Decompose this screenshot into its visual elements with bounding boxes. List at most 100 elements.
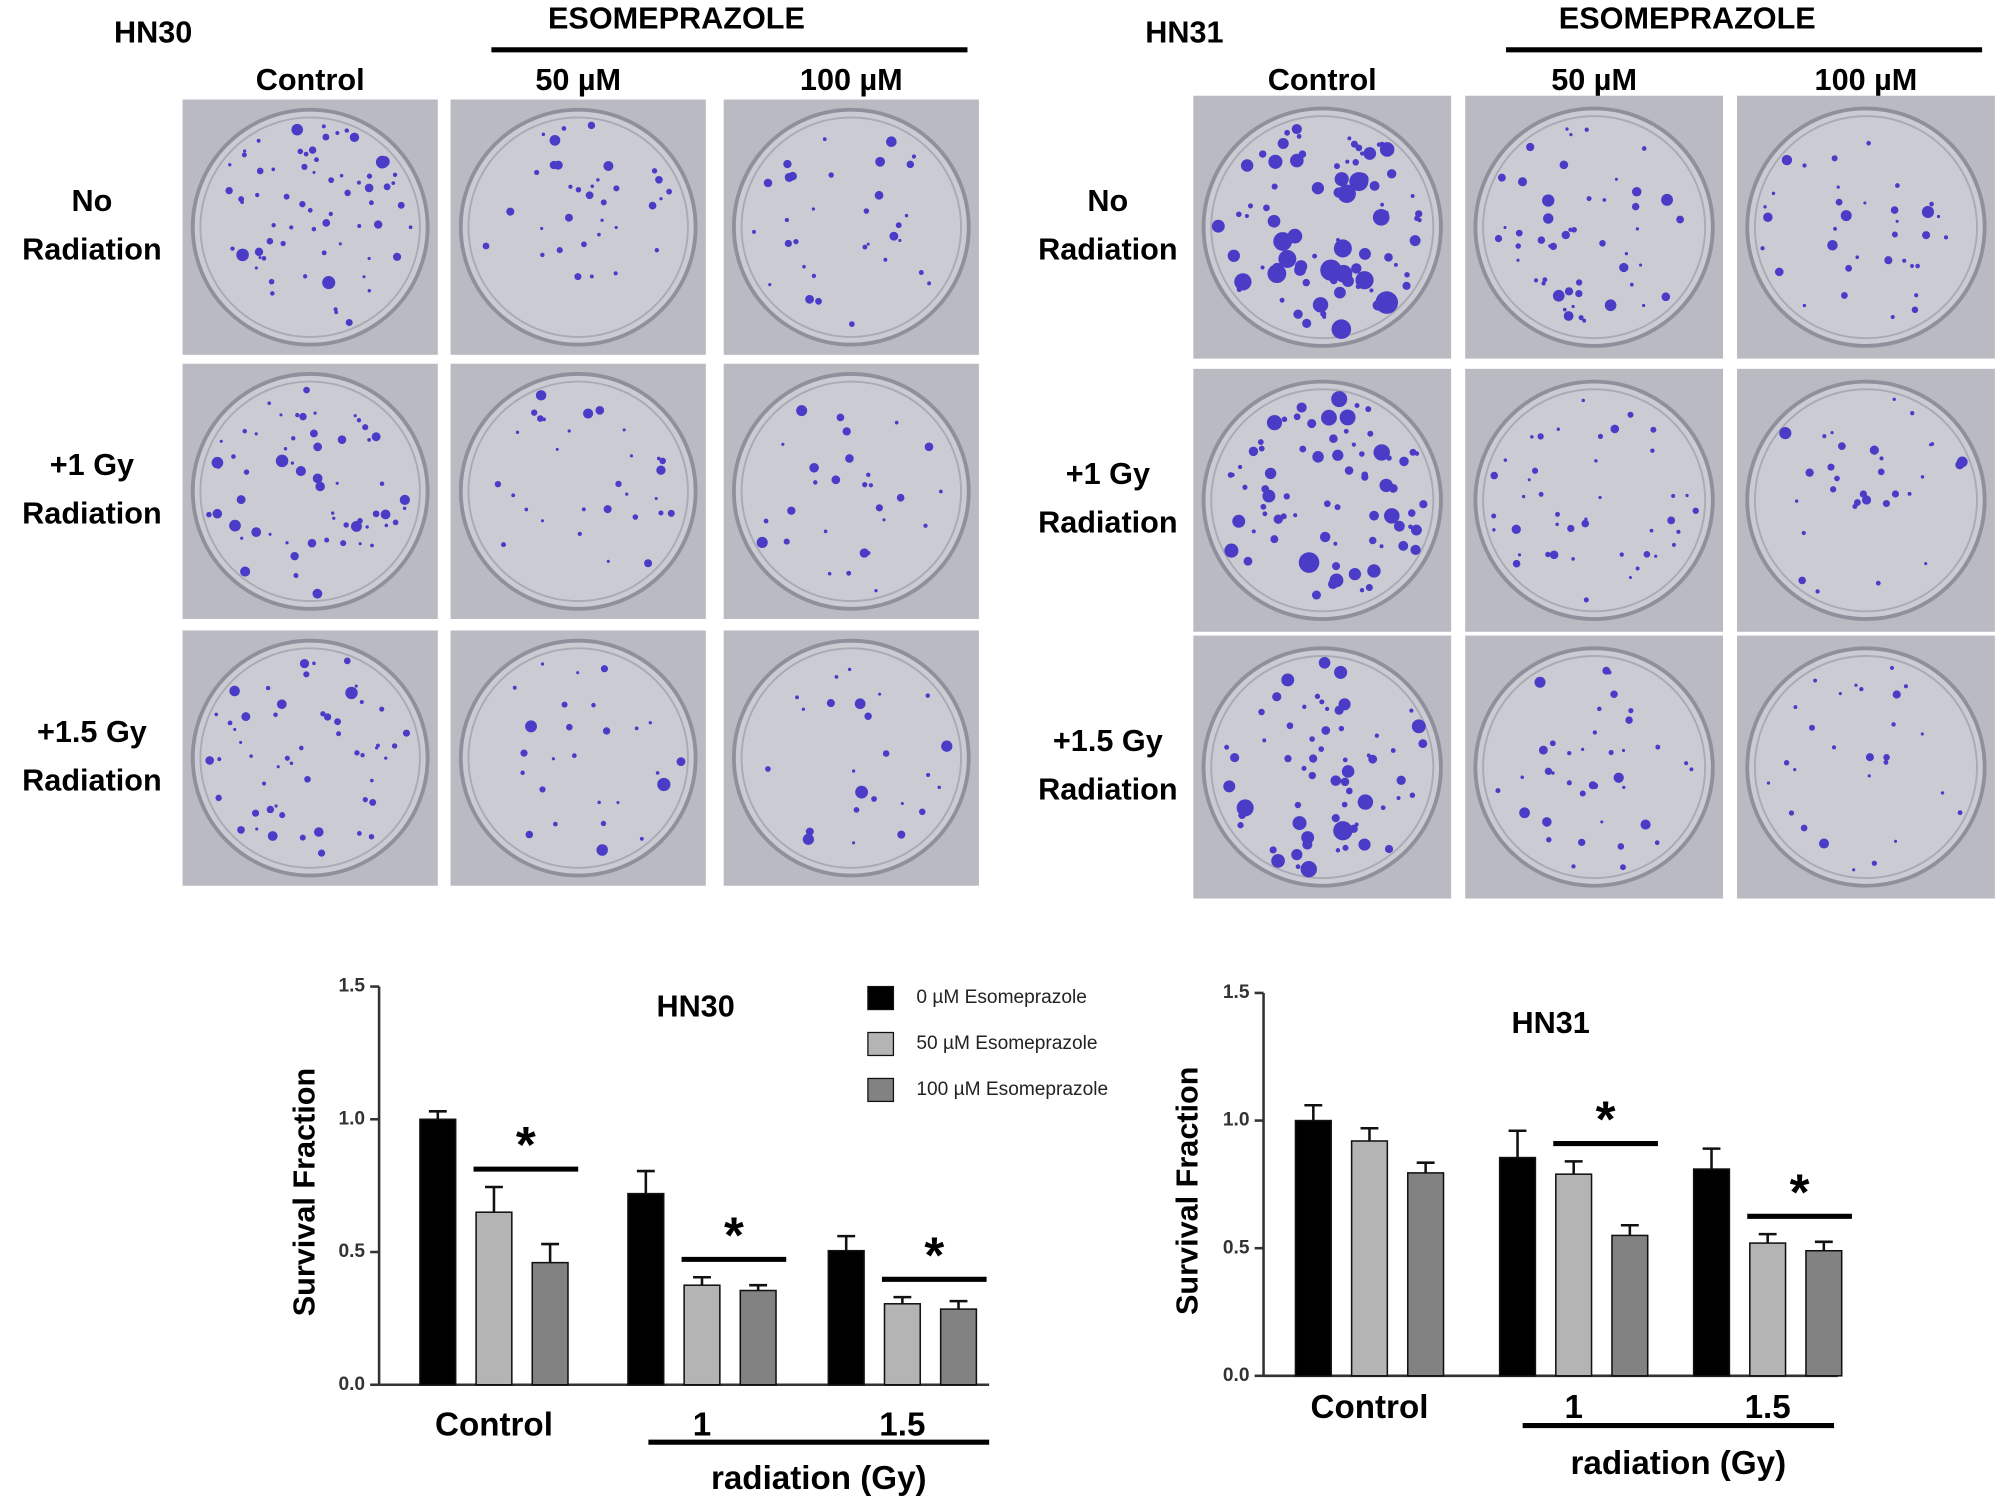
colony (229, 685, 240, 697)
colony (1293, 513, 1298, 518)
chart-title: HN30 (656, 989, 734, 1023)
colony (1608, 749, 1614, 756)
colony (1835, 198, 1843, 206)
colony (322, 133, 330, 141)
colony (1520, 775, 1525, 780)
colony (596, 178, 600, 182)
colony (1334, 286, 1346, 299)
colony (312, 170, 316, 174)
colony (359, 699, 364, 704)
plate-photo (723, 363, 979, 619)
colony (1365, 584, 1373, 592)
colony (666, 188, 672, 195)
colony (1892, 397, 1896, 402)
colony (549, 139, 554, 144)
colony (1223, 780, 1236, 793)
colony (613, 271, 618, 276)
colony (1555, 522, 1559, 527)
colony (1273, 514, 1283, 524)
colony (531, 409, 538, 416)
row-label: +1.5 Gy (37, 715, 147, 749)
colony (1911, 306, 1919, 314)
colony (1380, 202, 1385, 207)
legend-label: 100 µM Esomeprazole (916, 1079, 1108, 1100)
x-tick-label: 1.5 (879, 1407, 925, 1444)
colony (366, 173, 373, 179)
colony (656, 465, 666, 475)
colony (291, 436, 296, 441)
colony (1398, 540, 1409, 551)
colony (482, 242, 490, 250)
colony (654, 248, 660, 253)
colony (372, 510, 380, 518)
colony (1244, 213, 1249, 218)
colony (303, 671, 310, 678)
colony (539, 786, 546, 793)
colony (900, 801, 904, 806)
colony (1236, 211, 1242, 218)
colony (506, 207, 515, 216)
colony (1542, 817, 1552, 827)
colony (1936, 214, 1941, 219)
colony (1286, 722, 1294, 730)
error-bar (893, 1295, 912, 1304)
error-bar (1702, 1147, 1721, 1170)
colony (1302, 839, 1313, 850)
colony (268, 532, 272, 536)
colony (639, 836, 644, 841)
colony (1793, 768, 1797, 772)
colony (1578, 838, 1586, 847)
colony (383, 183, 391, 191)
colony (1903, 684, 1908, 689)
colony (574, 273, 582, 281)
colony (809, 462, 819, 473)
colony (1237, 464, 1243, 470)
colony (1575, 279, 1583, 286)
colony (524, 507, 529, 512)
colony (1940, 791, 1945, 795)
colony (1571, 864, 1576, 869)
bar (1407, 1172, 1445, 1377)
plate-dish (731, 638, 971, 878)
colony (1278, 249, 1297, 268)
colony (1614, 177, 1618, 181)
x-tick-label: 1 (1564, 1389, 1582, 1426)
colony (307, 538, 317, 548)
colony (1271, 183, 1278, 190)
colony (866, 242, 870, 246)
colony (1334, 665, 1348, 679)
colony (866, 472, 871, 478)
colony (556, 247, 563, 254)
colony (555, 447, 559, 451)
colony (1383, 210, 1389, 216)
colony (1343, 428, 1349, 434)
colony (1337, 184, 1356, 203)
chart-title: HN31 (1512, 1006, 1590, 1040)
colony (561, 701, 568, 708)
colony (1625, 716, 1633, 724)
colony (1232, 514, 1246, 528)
colony (289, 761, 294, 765)
colony (312, 473, 323, 484)
colony (846, 570, 852, 576)
colony (290, 551, 299, 561)
colony (1801, 530, 1806, 536)
colony (266, 805, 275, 814)
colony (1359, 587, 1365, 593)
bar (1294, 1119, 1332, 1377)
colony (540, 226, 544, 231)
colony (1497, 173, 1506, 182)
colony (1374, 733, 1380, 738)
colony (299, 745, 304, 751)
colony (1579, 790, 1586, 797)
colony (313, 827, 324, 837)
colony (1635, 566, 1640, 571)
colony (362, 797, 368, 803)
colony (1854, 683, 1858, 687)
error-bar (1620, 1223, 1639, 1236)
colony (534, 169, 540, 176)
colony (1324, 706, 1330, 712)
colony (1542, 194, 1555, 207)
colony (368, 200, 374, 206)
colony (308, 146, 317, 154)
